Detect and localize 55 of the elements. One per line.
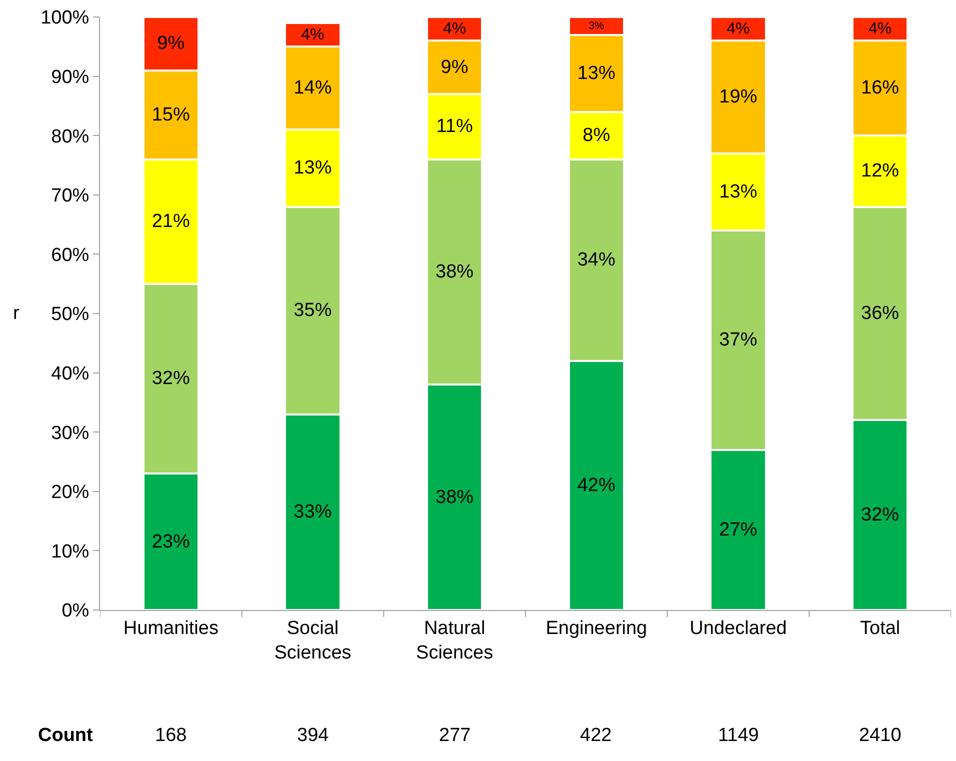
y-tick-label: 60%: [51, 244, 90, 266]
y-tick-label: 90%: [51, 66, 90, 88]
data-label: 27%: [719, 519, 758, 540]
data-label: 12%: [861, 160, 900, 182]
data-label: 9%: [157, 33, 185, 54]
text: 422: [580, 725, 612, 746]
y-tick-label: 0%: [62, 600, 90, 622]
x-tick-label: Engineering: [546, 618, 648, 639]
data-label: 42%: [577, 474, 616, 496]
y-tick-label: 30%: [51, 422, 90, 444]
data-label: 13%: [719, 181, 758, 202]
data-label: 15%: [152, 104, 190, 126]
text: 394: [297, 725, 330, 746]
y-tick-label: 70%: [51, 186, 90, 207]
text: Count: [38, 725, 94, 746]
x-tick-label: Humanities: [123, 618, 218, 639]
y-tick-label: 80%: [51, 126, 90, 148]
data-label: 4%: [726, 20, 750, 38]
data-label: 34%: [577, 250, 616, 271]
x-tick-label: Social Sciences: [274, 618, 352, 664]
data-label: 32%: [152, 368, 190, 390]
data-label: 35%: [294, 300, 332, 322]
x-tick-label: Undeclared: [690, 618, 787, 639]
data-label: 3%: [588, 20, 605, 32]
x-tick-label: Total: [860, 618, 900, 639]
data-label: 19%: [719, 86, 758, 108]
data-label: 21%: [152, 211, 190, 232]
text: 1149: [718, 725, 759, 746]
y-tick-label: 100%: [40, 8, 90, 29]
text: 2410: [859, 725, 902, 746]
data-label: 4%: [868, 20, 892, 38]
data-label: 16%: [861, 78, 900, 99]
data-label: 13%: [294, 158, 332, 179]
data-label: 9%: [440, 56, 468, 78]
data-label: 36%: [861, 303, 900, 324]
y-tick-label: 50%: [51, 304, 90, 326]
data-label: 4%: [301, 25, 324, 44]
data-label: 8%: [582, 125, 610, 146]
data-label: 37%: [719, 330, 758, 351]
text: 168: [155, 725, 187, 746]
y-tick-label: 40%: [51, 363, 90, 384]
data-label: 11%: [436, 116, 473, 138]
x-tick-label: Natural Sciences: [416, 618, 494, 664]
y-axis-title: r: [13, 303, 20, 324]
data-label: 23%: [152, 531, 190, 552]
data-label: 14%: [294, 78, 332, 99]
data-label: 33%: [294, 502, 332, 523]
data-label: 38%: [436, 261, 474, 282]
y-tick-label: 10%: [51, 541, 90, 562]
data-label: 32%: [861, 504, 900, 526]
data-label: 38%: [436, 486, 474, 508]
data-label: 4%: [442, 20, 466, 38]
data-label: 13%: [577, 62, 616, 84]
text: 277: [439, 725, 471, 746]
y-tick-label: 20%: [51, 482, 90, 504]
